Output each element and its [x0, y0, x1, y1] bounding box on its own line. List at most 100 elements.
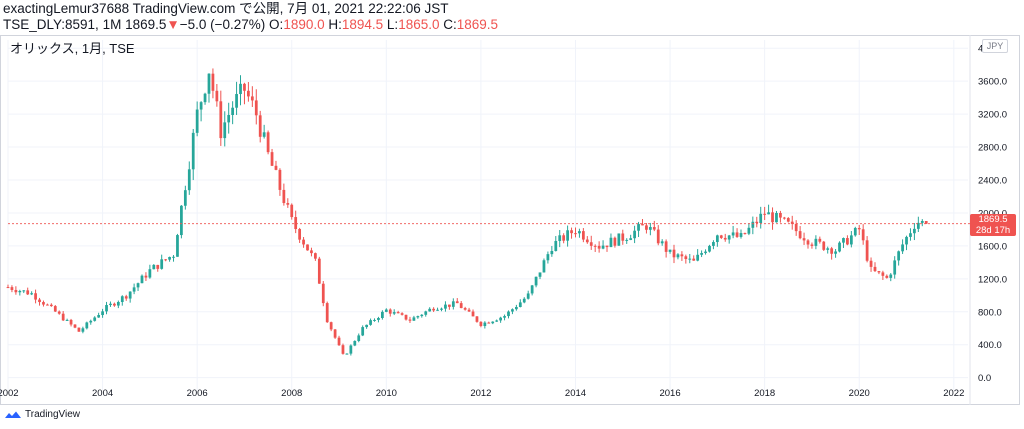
candle-body [448, 304, 451, 307]
candle-body [381, 311, 384, 319]
candle-body [735, 232, 739, 237]
candle-body [274, 165, 278, 170]
candle-body [487, 322, 491, 324]
candle-body [317, 258, 321, 284]
y-tick-label: 1600.0 [978, 241, 1007, 252]
candle-body [723, 237, 727, 240]
candle-body [648, 227, 652, 230]
candle-body [566, 230, 569, 241]
candle-body [97, 315, 101, 318]
candle-body [286, 203, 290, 205]
candle-body [136, 283, 140, 288]
candle-body [333, 329, 337, 338]
candle-body [22, 290, 26, 292]
candle-body [172, 256, 175, 258]
candle-body [629, 238, 633, 240]
candle-body [786, 218, 790, 222]
candle-body [857, 227, 861, 230]
candle-body [49, 304, 53, 307]
candle-body [727, 235, 731, 240]
x-tick-label: 2002 [0, 388, 19, 399]
candle-body [877, 271, 881, 273]
candle-body [771, 212, 774, 223]
candle-body [739, 233, 743, 237]
candle-body [664, 241, 668, 252]
candle-body [589, 242, 593, 246]
candle-body [30, 293, 34, 295]
candle-body [101, 311, 104, 316]
candle-body [400, 313, 404, 315]
candle-body [310, 250, 313, 254]
symbol-title: オリックス, 1月, TSE [10, 41, 135, 56]
candle-body [814, 238, 818, 246]
candle-body [46, 304, 49, 306]
candle-body [180, 205, 183, 236]
candle-body [408, 319, 412, 321]
candle-body [120, 296, 124, 302]
candle-body [865, 240, 869, 261]
candle-body [455, 301, 459, 304]
candle-body [834, 251, 837, 254]
candle-body [152, 264, 156, 270]
candle-body [704, 251, 707, 254]
candle-body [617, 233, 621, 246]
candlestick-chart[interactable]: 0.0 400.0 800.0 1200.0 1600.0 2000.0 2400.0 280… [0, 35, 1020, 405]
candle-body [881, 272, 885, 276]
candle-body [826, 248, 830, 250]
last-price-value: 1869.5 [978, 214, 1008, 225]
candle-body [219, 101, 223, 139]
candle-body [444, 304, 447, 309]
candle-body [258, 115, 262, 137]
candle-body [270, 152, 274, 166]
candle-body [81, 328, 85, 332]
candle-body [116, 301, 120, 306]
candle-body [93, 317, 97, 321]
candle-body [810, 244, 814, 246]
candle-body [294, 217, 298, 230]
candle-body [424, 311, 428, 315]
candle-body [869, 260, 873, 267]
ohlc-low-value: 1865.0 [398, 17, 440, 32]
candle-body [223, 122, 227, 139]
candle-body [349, 345, 353, 354]
footer-branding[interactable]: TradingView [4, 409, 80, 420]
chart-frame[interactable] [0, 35, 1020, 405]
candle-body [605, 245, 609, 248]
candle-body [337, 337, 341, 346]
candle-body [759, 213, 763, 223]
candle-body [905, 236, 908, 245]
candle-body [428, 308, 432, 312]
candle-body [779, 212, 782, 218]
candle-body [329, 322, 333, 330]
y-tick-label: 400.0 [978, 340, 1002, 351]
candle-body [247, 90, 250, 97]
candle-body [794, 223, 798, 232]
currency-badge[interactable]: JPY [982, 39, 1008, 53]
candle-body [743, 233, 747, 235]
y-tick-label: 800.0 [978, 307, 1002, 318]
candle-body [483, 322, 487, 327]
candle-body [314, 253, 317, 259]
candle-body [65, 319, 69, 321]
candle-body [144, 275, 148, 278]
candle-body [842, 238, 845, 243]
candle-body [542, 260, 546, 273]
ohlc-open-value: 1890.0 [283, 17, 325, 32]
candle-body [302, 239, 305, 245]
candle-body [822, 241, 826, 250]
ohlc-open-label: O: [265, 17, 284, 32]
candle-body [897, 251, 901, 261]
candle-body [203, 93, 207, 103]
price-change: −5.0 (−0.27%) [179, 17, 266, 32]
candle-body [176, 235, 179, 257]
candle-body [719, 235, 723, 238]
candle-body [688, 258, 692, 260]
candle-body [558, 235, 562, 241]
y-tick-label: 3200.0 [978, 110, 1007, 121]
y-tick-label: 2400.0 [978, 176, 1007, 187]
candle-body [790, 221, 794, 224]
candle-body [239, 83, 242, 95]
candle-body [538, 272, 542, 277]
bar-countdown: 28d 17h [975, 225, 1011, 236]
chart-header-line2: TSE_DLY:8591, 1M 1869.5▼−5.0 (−0.27%) O:… [3, 17, 498, 33]
